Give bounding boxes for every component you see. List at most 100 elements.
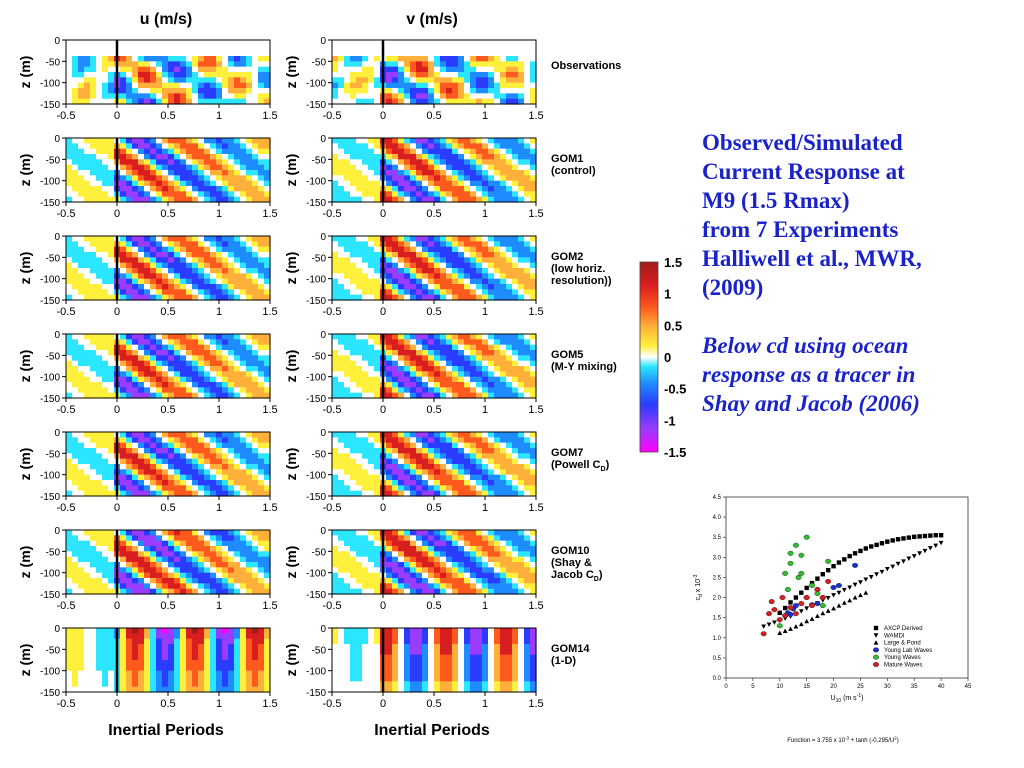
contour-cell bbox=[78, 350, 85, 356]
contour-cell bbox=[246, 588, 253, 595]
contour-cell bbox=[132, 350, 139, 356]
contour-cell bbox=[168, 480, 175, 486]
contour-cell bbox=[338, 485, 345, 492]
contour-cell bbox=[252, 273, 259, 280]
contour-cell bbox=[386, 583, 393, 590]
contour-cell bbox=[392, 180, 399, 187]
contour-cell bbox=[228, 442, 235, 449]
contour-cell bbox=[120, 88, 127, 94]
contour-cell bbox=[264, 180, 271, 187]
contour-cell bbox=[228, 170, 235, 176]
contour-cell bbox=[246, 88, 253, 94]
contour-cell bbox=[108, 485, 115, 492]
contour-cell bbox=[222, 98, 229, 105]
contour-cell bbox=[96, 56, 103, 62]
contour-cell bbox=[222, 77, 229, 84]
contour-cell bbox=[258, 252, 265, 258]
contour-cell bbox=[398, 191, 405, 198]
contour-cell bbox=[440, 186, 447, 192]
contour-cell bbox=[392, 376, 399, 383]
contour-cell bbox=[344, 196, 351, 203]
contour-cell bbox=[180, 196, 187, 203]
contour-cell bbox=[84, 638, 91, 645]
contour-cell bbox=[234, 458, 241, 465]
contour-cell bbox=[228, 66, 235, 73]
contour-cell bbox=[338, 556, 345, 563]
contour-cell bbox=[132, 72, 139, 78]
contour-cell bbox=[264, 350, 271, 356]
contour-cell bbox=[440, 252, 447, 258]
contour-cell bbox=[78, 88, 85, 94]
contour-cell bbox=[350, 432, 357, 438]
contour-cell bbox=[198, 442, 205, 449]
contour-cell bbox=[428, 180, 435, 187]
contour-cell bbox=[434, 186, 441, 192]
contour-cell bbox=[368, 180, 375, 187]
contour-cell bbox=[434, 474, 441, 481]
contour-cell bbox=[156, 540, 163, 547]
contour-cell bbox=[368, 159, 375, 166]
contour-cell bbox=[204, 138, 211, 144]
contour-cell bbox=[446, 540, 453, 547]
contour-cell bbox=[144, 588, 151, 595]
contour-cell bbox=[264, 572, 271, 579]
contour-cell bbox=[500, 170, 507, 176]
contour-cell bbox=[512, 371, 519, 378]
contour-cell bbox=[186, 56, 193, 62]
contour-cell bbox=[374, 268, 381, 274]
contour-cell bbox=[488, 77, 495, 84]
contour-cell bbox=[240, 93, 247, 100]
contour-cell bbox=[416, 257, 423, 264]
contour-cell bbox=[198, 143, 205, 150]
contour-cell bbox=[452, 241, 459, 248]
contour-cell bbox=[518, 236, 525, 242]
contour-cell bbox=[422, 273, 429, 280]
contour-cell bbox=[204, 77, 211, 84]
contour-cell bbox=[174, 469, 181, 476]
contour-cell bbox=[332, 241, 339, 248]
contour-cell bbox=[252, 93, 259, 100]
contour-cell bbox=[222, 339, 229, 346]
contour-cell bbox=[452, 268, 459, 274]
contour-cell bbox=[198, 77, 205, 84]
contour-cell bbox=[440, 77, 447, 84]
contour-cell bbox=[482, 442, 489, 449]
contour-cell bbox=[494, 567, 501, 574]
contour-cell bbox=[252, 583, 259, 590]
contour-cell bbox=[264, 61, 271, 68]
contour-cell bbox=[512, 164, 519, 171]
contour-cell bbox=[500, 72, 507, 78]
contour-cell bbox=[252, 143, 259, 150]
contour-cell bbox=[446, 294, 453, 301]
contour-cell bbox=[404, 546, 411, 552]
contour-cell bbox=[386, 339, 393, 346]
contour-cell bbox=[168, 170, 175, 176]
contour-cell bbox=[434, 387, 441, 394]
contour-cell bbox=[222, 93, 229, 100]
contour-cell bbox=[374, 376, 381, 383]
contour-cell bbox=[410, 98, 417, 105]
contour-cell bbox=[344, 485, 351, 492]
contour-cell bbox=[210, 469, 217, 476]
contour-cell bbox=[108, 339, 115, 346]
contour-cell bbox=[222, 154, 229, 160]
contour-cell bbox=[368, 578, 375, 584]
contour-cell bbox=[488, 278, 495, 285]
contour-cell bbox=[96, 448, 103, 454]
contour-cell bbox=[446, 88, 453, 94]
contour-cell bbox=[416, 490, 423, 497]
contour-cell bbox=[246, 138, 253, 144]
contour-cell bbox=[494, 180, 501, 187]
contour-cell bbox=[434, 583, 441, 590]
contour-cell bbox=[162, 289, 169, 296]
contour-cell bbox=[102, 284, 109, 290]
contour-cell bbox=[488, 56, 495, 62]
contour-cell bbox=[338, 474, 345, 481]
contour-cell bbox=[338, 453, 345, 460]
contour-cell bbox=[84, 530, 91, 536]
contour-cell bbox=[138, 376, 145, 383]
contour-cell bbox=[452, 490, 459, 497]
contour-cell bbox=[108, 382, 115, 388]
contour-cell bbox=[374, 262, 381, 269]
contour-cell bbox=[524, 339, 531, 346]
